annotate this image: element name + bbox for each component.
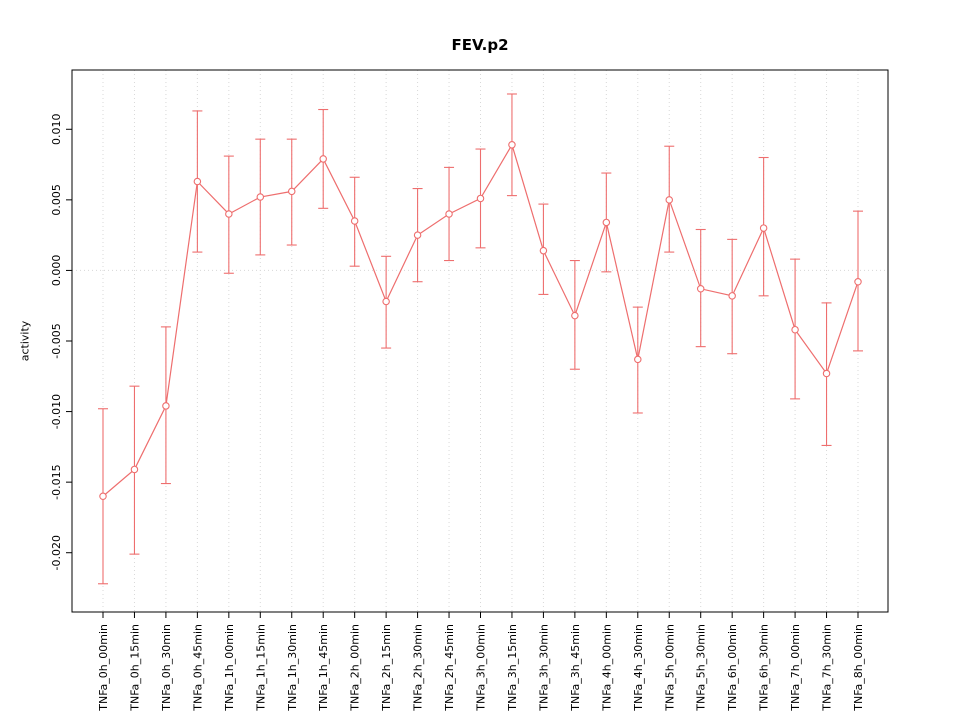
x-tick-label: TNFa_1h_30min: [286, 624, 299, 712]
chart-title: FEV.p2: [451, 36, 509, 54]
data-point: [634, 355, 642, 364]
y-tick-label: -0.015: [50, 464, 63, 499]
y-tick-label: -0.010: [50, 394, 63, 429]
x-tick-label: TNFa_1h_15min: [254, 624, 267, 712]
data-point: [696, 285, 705, 293]
data-point: [822, 369, 831, 378]
data-point: [602, 218, 611, 227]
x-tick-label: TNFa_4h_30min: [632, 624, 645, 712]
data-point: [382, 297, 390, 306]
data-point: [539, 246, 548, 255]
y-tick-label: -0.005: [50, 323, 63, 358]
x-tick-label: TNFa_8h_00min: [852, 624, 865, 712]
data-point: [256, 193, 265, 201]
x-tick-label: TNFa_0h_45min: [191, 624, 204, 712]
x-tick-label: TNFa_2h_45min: [443, 624, 456, 712]
x-tick-label: TNFa_4h_00min: [600, 624, 613, 712]
x-tick-label: TNFa_5h_30min: [695, 624, 708, 712]
data-point: [225, 210, 233, 218]
x-tick-label: TNFa_2h_30min: [412, 624, 425, 712]
data-point: [350, 217, 359, 225]
x-tick-label: TNFa_1h_00min: [223, 624, 236, 712]
x-tick-label: TNFa_2h_00min: [349, 624, 362, 712]
x-tick-label: TNFa_0h_00min: [97, 624, 110, 712]
x-tick-label: TNFa_3h_00min: [475, 624, 488, 712]
y-tick-label: -0.020: [50, 535, 63, 570]
x-tick-label: TNFa_5h_00min: [663, 624, 676, 712]
x-tick-label: TNFa_3h_30min: [537, 624, 550, 712]
x-tick-label: TNFa_2h_15min: [380, 624, 393, 712]
data-point: [476, 194, 485, 203]
y-axis-label: activity: [18, 320, 32, 362]
x-tick-label: TNFa_1h_45min: [317, 624, 330, 712]
data-point: [162, 402, 170, 410]
x-tick-label: TNFa_7h_30min: [821, 624, 834, 712]
data-point: [319, 155, 327, 163]
x-tick-label: TNFa_0h_15min: [128, 624, 141, 712]
x-tick-label: TNFa_6h_30min: [758, 624, 771, 712]
y-tick-label: 0.000: [50, 255, 63, 287]
data-point: [728, 292, 736, 300]
data-point: [571, 311, 579, 320]
data-point: [854, 277, 862, 286]
x-tick-label: TNFa_3h_45min: [569, 624, 582, 712]
data-point: [665, 196, 673, 204]
data-point: [413, 231, 422, 239]
y-tick-label: 0.005: [50, 184, 63, 216]
data-point: [287, 187, 296, 196]
data-point: [99, 492, 107, 501]
data-point: [508, 141, 516, 149]
y-tick-label: 0.010: [50, 114, 63, 146]
data-point: [445, 210, 453, 218]
x-tick-label: TNFa_6h_00min: [726, 624, 739, 712]
x-tick-label: TNFa_3h_15min: [506, 624, 519, 712]
data-point: [759, 224, 768, 232]
data-point: [130, 465, 139, 474]
data-point: [791, 325, 799, 334]
x-tick-label: TNFa_0h_30min: [160, 624, 173, 712]
data-point: [193, 177, 202, 186]
x-tick-label: TNFa_7h_00min: [789, 624, 802, 712]
